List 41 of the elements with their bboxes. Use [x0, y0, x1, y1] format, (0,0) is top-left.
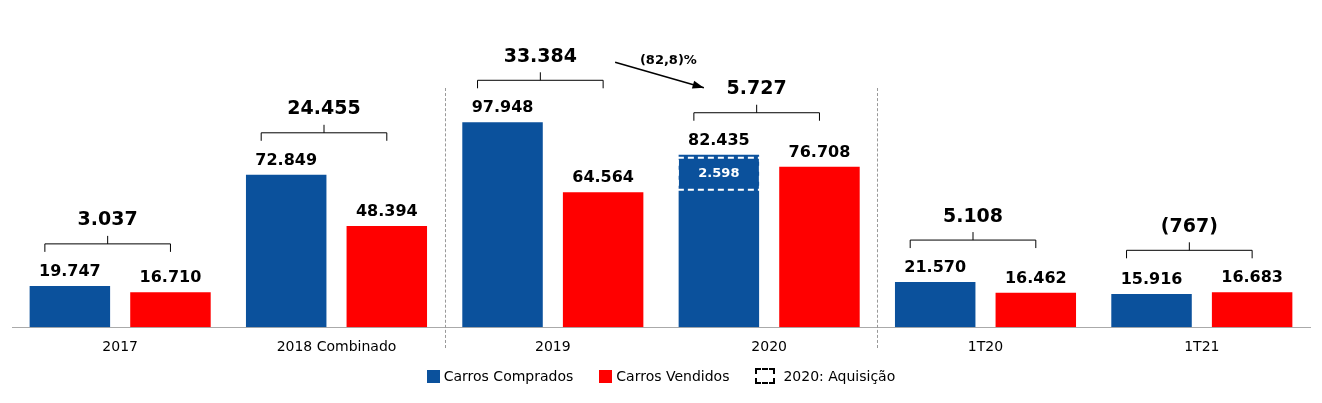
data-label: 64.564 — [572, 167, 635, 187]
data-label: 72.849 — [255, 149, 318, 169]
x-tick-label: 2019 — [535, 338, 571, 355]
bar — [346, 225, 428, 328]
text: (82,8)% — [639, 52, 697, 68]
annotation: 5.108 — [942, 203, 1004, 226]
text: 33.384 — [503, 43, 577, 66]
text: 5.727 — [726, 76, 787, 99]
bar — [678, 154, 760, 328]
x-tick-label: 1T20 — [967, 338, 1004, 355]
bar — [462, 122, 543, 328]
data-label: 16.710 — [139, 267, 202, 287]
x-tick-label: 2020 — [751, 338, 787, 355]
data-label: 16.462 — [1004, 267, 1067, 287]
x-tick-label: 2017 — [102, 338, 138, 355]
bar — [562, 192, 644, 328]
bar — [894, 282, 976, 328]
bar — [1111, 293, 1192, 328]
bar — [245, 174, 327, 328]
bar — [1211, 292, 1293, 328]
data-label: 82.435 — [687, 129, 750, 149]
text: 24.455 — [287, 96, 361, 119]
data-label: 48.394 — [355, 201, 418, 221]
data-label: 15.916 — [1120, 269, 1183, 289]
text: 2020: Aquisição — [783, 368, 896, 384]
bar — [995, 292, 1077, 328]
annotation: 2.598 — [698, 165, 740, 181]
legend-label: Carros Comprados — [443, 368, 574, 384]
bar — [130, 292, 211, 328]
data-label: 16.683 — [1221, 267, 1284, 287]
annotation: (767) — [1160, 213, 1218, 236]
data-label: 21.570 — [904, 257, 967, 277]
bar — [779, 166, 860, 328]
data-label: 97.948 — [471, 97, 534, 117]
x-tick-label: 1T21 — [1184, 338, 1220, 355]
legend-label: Carros Vendidos — [616, 368, 730, 384]
bar — [29, 285, 111, 328]
data-label: 76.708 — [788, 141, 851, 161]
annotation: 3.037 — [77, 207, 138, 230]
x-tick-label: 2018 Combinado — [276, 338, 397, 355]
data-label: 19.747 — [38, 261, 101, 281]
